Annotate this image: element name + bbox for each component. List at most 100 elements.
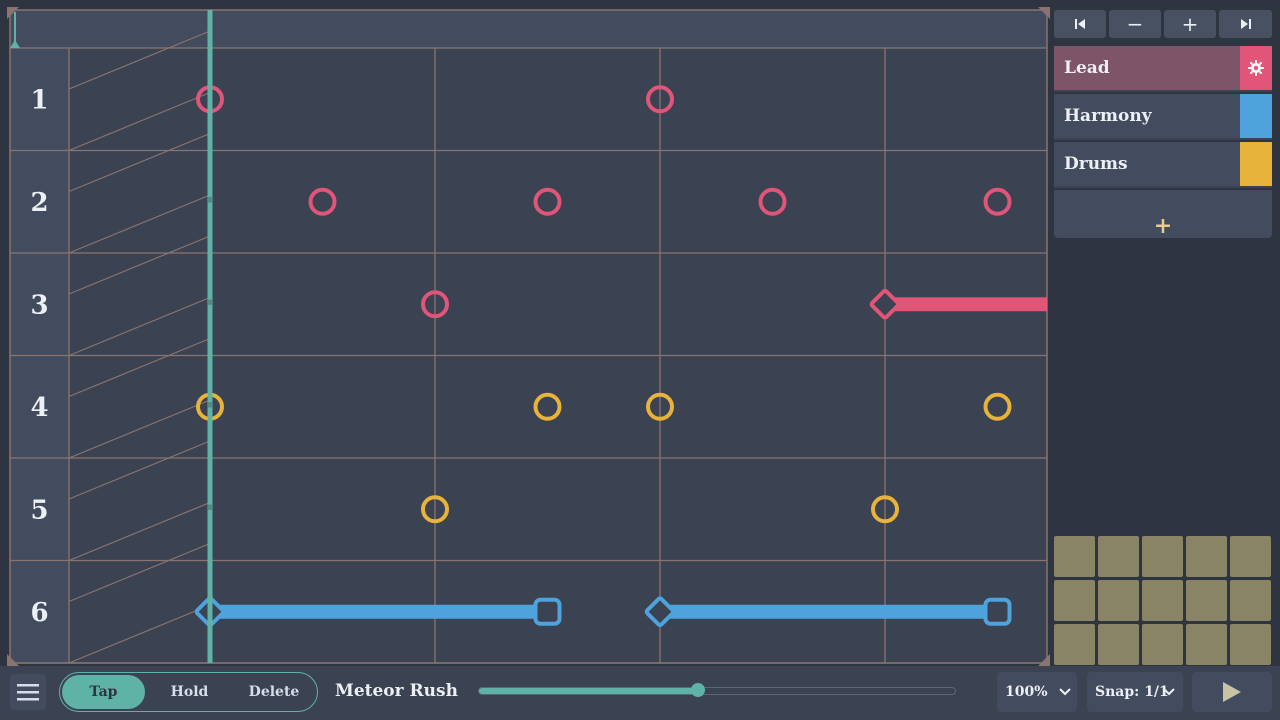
pad-cell[interactable] [1054,536,1095,577]
track-color-swatch[interactable] [1240,94,1272,138]
pad-cell[interactable] [1230,580,1271,621]
hold-note-start[interactable] [644,596,676,628]
hatch-line [68,399,211,459]
hatch-line [68,604,211,664]
tap-note[interactable] [646,85,674,114]
tap-note[interactable] [871,495,899,524]
track-name: Lead [1064,58,1110,78]
hatch-line [68,30,211,90]
hatch-line [68,542,211,603]
track-harmony[interactable]: Harmony [1054,94,1272,140]
pad-cell[interactable] [1098,536,1139,577]
note-grid[interactable]: 1 2 3 4 5 6 [0,0,1050,668]
slider-fill [479,688,698,694]
pad-cell[interactable] [1054,580,1095,621]
hatch-line [68,132,211,193]
track-name: Drums [1064,154,1128,174]
lane-label: 4 [30,393,48,423]
pad-cell[interactable] [1186,624,1227,665]
track-lead[interactable]: Lead [1054,46,1272,92]
hatch-line [68,337,211,398]
zoom-in-button[interactable]: + [1164,10,1216,38]
corner-marker [7,7,19,19]
timeline-header[interactable] [10,10,1047,48]
delete-mode-button[interactable]: Delete [232,675,316,709]
tap-note[interactable] [983,392,1012,421]
tap-note[interactable] [308,187,337,216]
pad-cell[interactable] [1098,624,1139,665]
skip-start-icon [1075,19,1085,29]
pad-cell[interactable] [1098,580,1139,621]
tap-note[interactable] [646,392,674,421]
tap-note[interactable] [533,392,562,421]
minus-label: − [1126,12,1144,36]
track-drums[interactable]: Drums [1054,142,1272,188]
start-marker-arrow [10,40,20,48]
pad-cell[interactable] [1142,580,1183,621]
snap-value: Snap: 1/1 [1095,684,1169,700]
zoom-out-button[interactable]: − [1109,10,1161,38]
corner-marker [1038,7,1050,19]
lane-label: 6 [30,598,48,628]
pad-cell[interactable] [1186,536,1227,577]
tap-mode-button[interactable]: Tap [62,675,145,709]
corner-marker [1038,654,1050,666]
skip-to-end-button[interactable] [1219,10,1272,38]
hatch-line [68,296,211,357]
playback-slider[interactable] [478,683,956,697]
pad-cell[interactable] [1230,536,1271,577]
playhead-tick [207,299,213,306]
play-button[interactable] [1192,672,1272,712]
tap-note[interactable] [758,187,787,216]
chevron-down-icon [1163,688,1175,696]
delete-mode-label: Delete [248,684,300,700]
hold-note-start[interactable] [869,288,901,320]
hold-mode-button[interactable]: Hold [148,675,231,709]
skip-to-start-button[interactable] [1054,10,1106,38]
song-title: Meteor Rush [335,681,458,701]
zoom-dropdown[interactable]: 100% [997,672,1077,712]
pad-cell[interactable] [1142,624,1183,665]
playhead-tick [207,401,213,408]
hatch-line [68,501,211,562]
zoom-value: 100% [1005,684,1048,700]
lane-label: 2 [30,188,48,218]
lane-label: 1 [30,85,48,115]
pad-cell[interactable] [1230,624,1271,665]
tap-note[interactable] [983,187,1012,216]
hold-note-body[interactable] [885,297,1047,312]
pad-cell[interactable] [1186,580,1227,621]
corner-marker [7,654,19,666]
playhead-tick [207,504,213,511]
hatch-line [68,235,211,295]
lane-label: 3 [30,290,48,320]
skip-end-icon [1240,19,1251,29]
playhead-tick [207,196,213,203]
hold-note-end[interactable] [533,597,562,626]
hold-note-end[interactable] [983,597,1012,626]
snap-dropdown[interactable]: Snap: 1/1 [1087,672,1183,712]
hatch-line [68,194,211,254]
tap-note[interactable] [421,290,449,319]
hatch-line [68,440,211,500]
hatch-line [68,91,211,152]
hold-note-body[interactable] [210,604,548,619]
play-icon [1223,682,1241,702]
pad-cell[interactable] [1054,624,1095,665]
menu-button[interactable] [10,674,46,710]
hold-note-body[interactable] [660,604,998,619]
pad-cell[interactable] [1142,536,1183,577]
add-track-label: + [1153,213,1173,239]
hold-mode-label: Hold [170,684,209,700]
track-color-swatch[interactable] [1240,142,1272,186]
slider-thumb[interactable] [690,683,705,697]
tap-note[interactable] [533,187,562,216]
tap-mode-label: Tap [89,684,118,700]
grid-background [10,10,1047,663]
grid-border [9,9,1048,664]
add-track-button[interactable]: + [1054,190,1272,239]
gear-icon [1248,60,1264,76]
hamburger-icon [17,684,39,701]
tap-note[interactable] [421,495,449,524]
track-settings-button[interactable] [1240,46,1272,90]
